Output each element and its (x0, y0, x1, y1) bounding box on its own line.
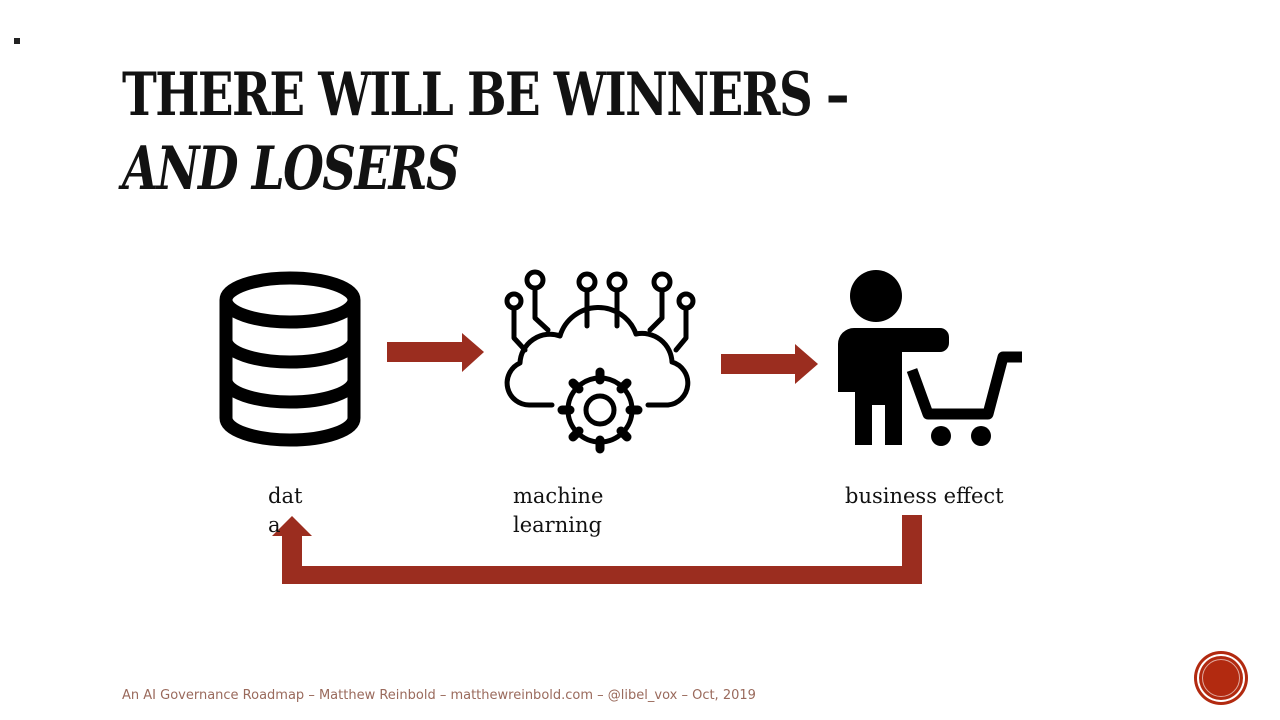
title-line-1: THERE WILL BE WINNERS – (122, 60, 849, 130)
node-label-business-effect: business effect (845, 484, 1004, 508)
machine-learning-cloud-gear-icon (504, 269, 696, 454)
feedback-loop-arrow (272, 515, 922, 584)
database-icon (219, 271, 361, 447)
slide-corner-marker (14, 38, 20, 44)
slide-footer: An AI Governance Roadmap – Matthew Reinb… (122, 688, 756, 703)
slide-nav-button[interactable] (1197, 654, 1245, 702)
person-shopping-cart-icon (838, 270, 1022, 446)
slide-title: THERE WILL BE WINNERS – AND LOSERS (122, 58, 849, 206)
title-line-2: AND LOSERS (122, 134, 460, 204)
arrow-ml-to-business (721, 344, 818, 384)
arrow-data-to-ml (387, 333, 484, 372)
node-label-data: data (268, 484, 303, 537)
node-label-machine-learning: machine learning (513, 484, 604, 537)
